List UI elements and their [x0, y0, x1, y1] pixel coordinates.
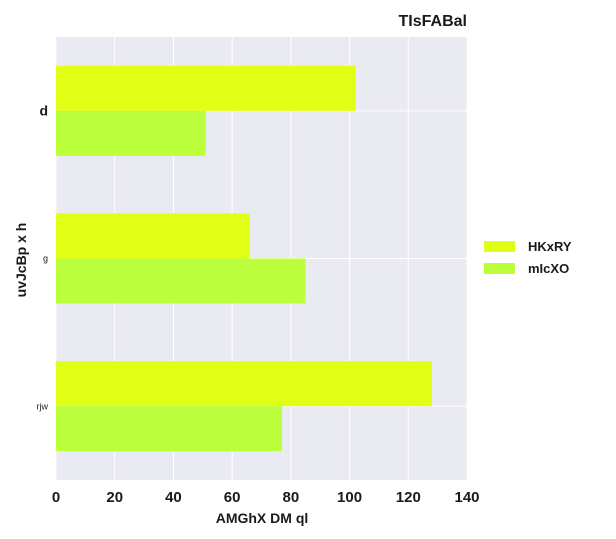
x-tick-label: 60 [224, 489, 241, 506]
bar-mIcXO-g [56, 258, 306, 304]
bar-mIcXO-d [56, 110, 206, 156]
bar-HKxRY-d [56, 65, 356, 111]
x-tick-label: 0 [52, 489, 60, 506]
x-tick-label: 40 [165, 489, 182, 506]
x-tick-label: 100 [337, 489, 362, 506]
bar-mIcXO-rjw [56, 406, 283, 452]
y-tick-label: g [43, 254, 48, 264]
x-tick-label: 80 [283, 489, 300, 506]
x-tick-label: 20 [106, 489, 123, 506]
y-tick-label: rjw [37, 401, 49, 411]
legend: HKxRY mIcXO [484, 239, 572, 276]
x-axis-label: AMGhX DM ql [216, 510, 309, 526]
x-tick-label: 120 [396, 489, 421, 506]
x-tick-label: 140 [454, 489, 479, 506]
legend-label: mIcXO [528, 261, 569, 276]
bar-HKxRY-g [56, 213, 250, 259]
legend-swatch [484, 263, 515, 274]
bars [56, 65, 432, 452]
y-axis-label: uvJcBp x h [13, 223, 29, 298]
y-tick-label: d [39, 103, 48, 119]
legend-swatch [484, 241, 515, 252]
x-ticks: 0 20 40 60 80 100 120 140 [52, 489, 480, 506]
chart-title: TIsFABal [399, 13, 467, 30]
bar-HKxRY-rjw [56, 361, 432, 407]
y-ticks: d g rjw [37, 103, 49, 412]
legend-label: HKxRY [528, 239, 572, 254]
